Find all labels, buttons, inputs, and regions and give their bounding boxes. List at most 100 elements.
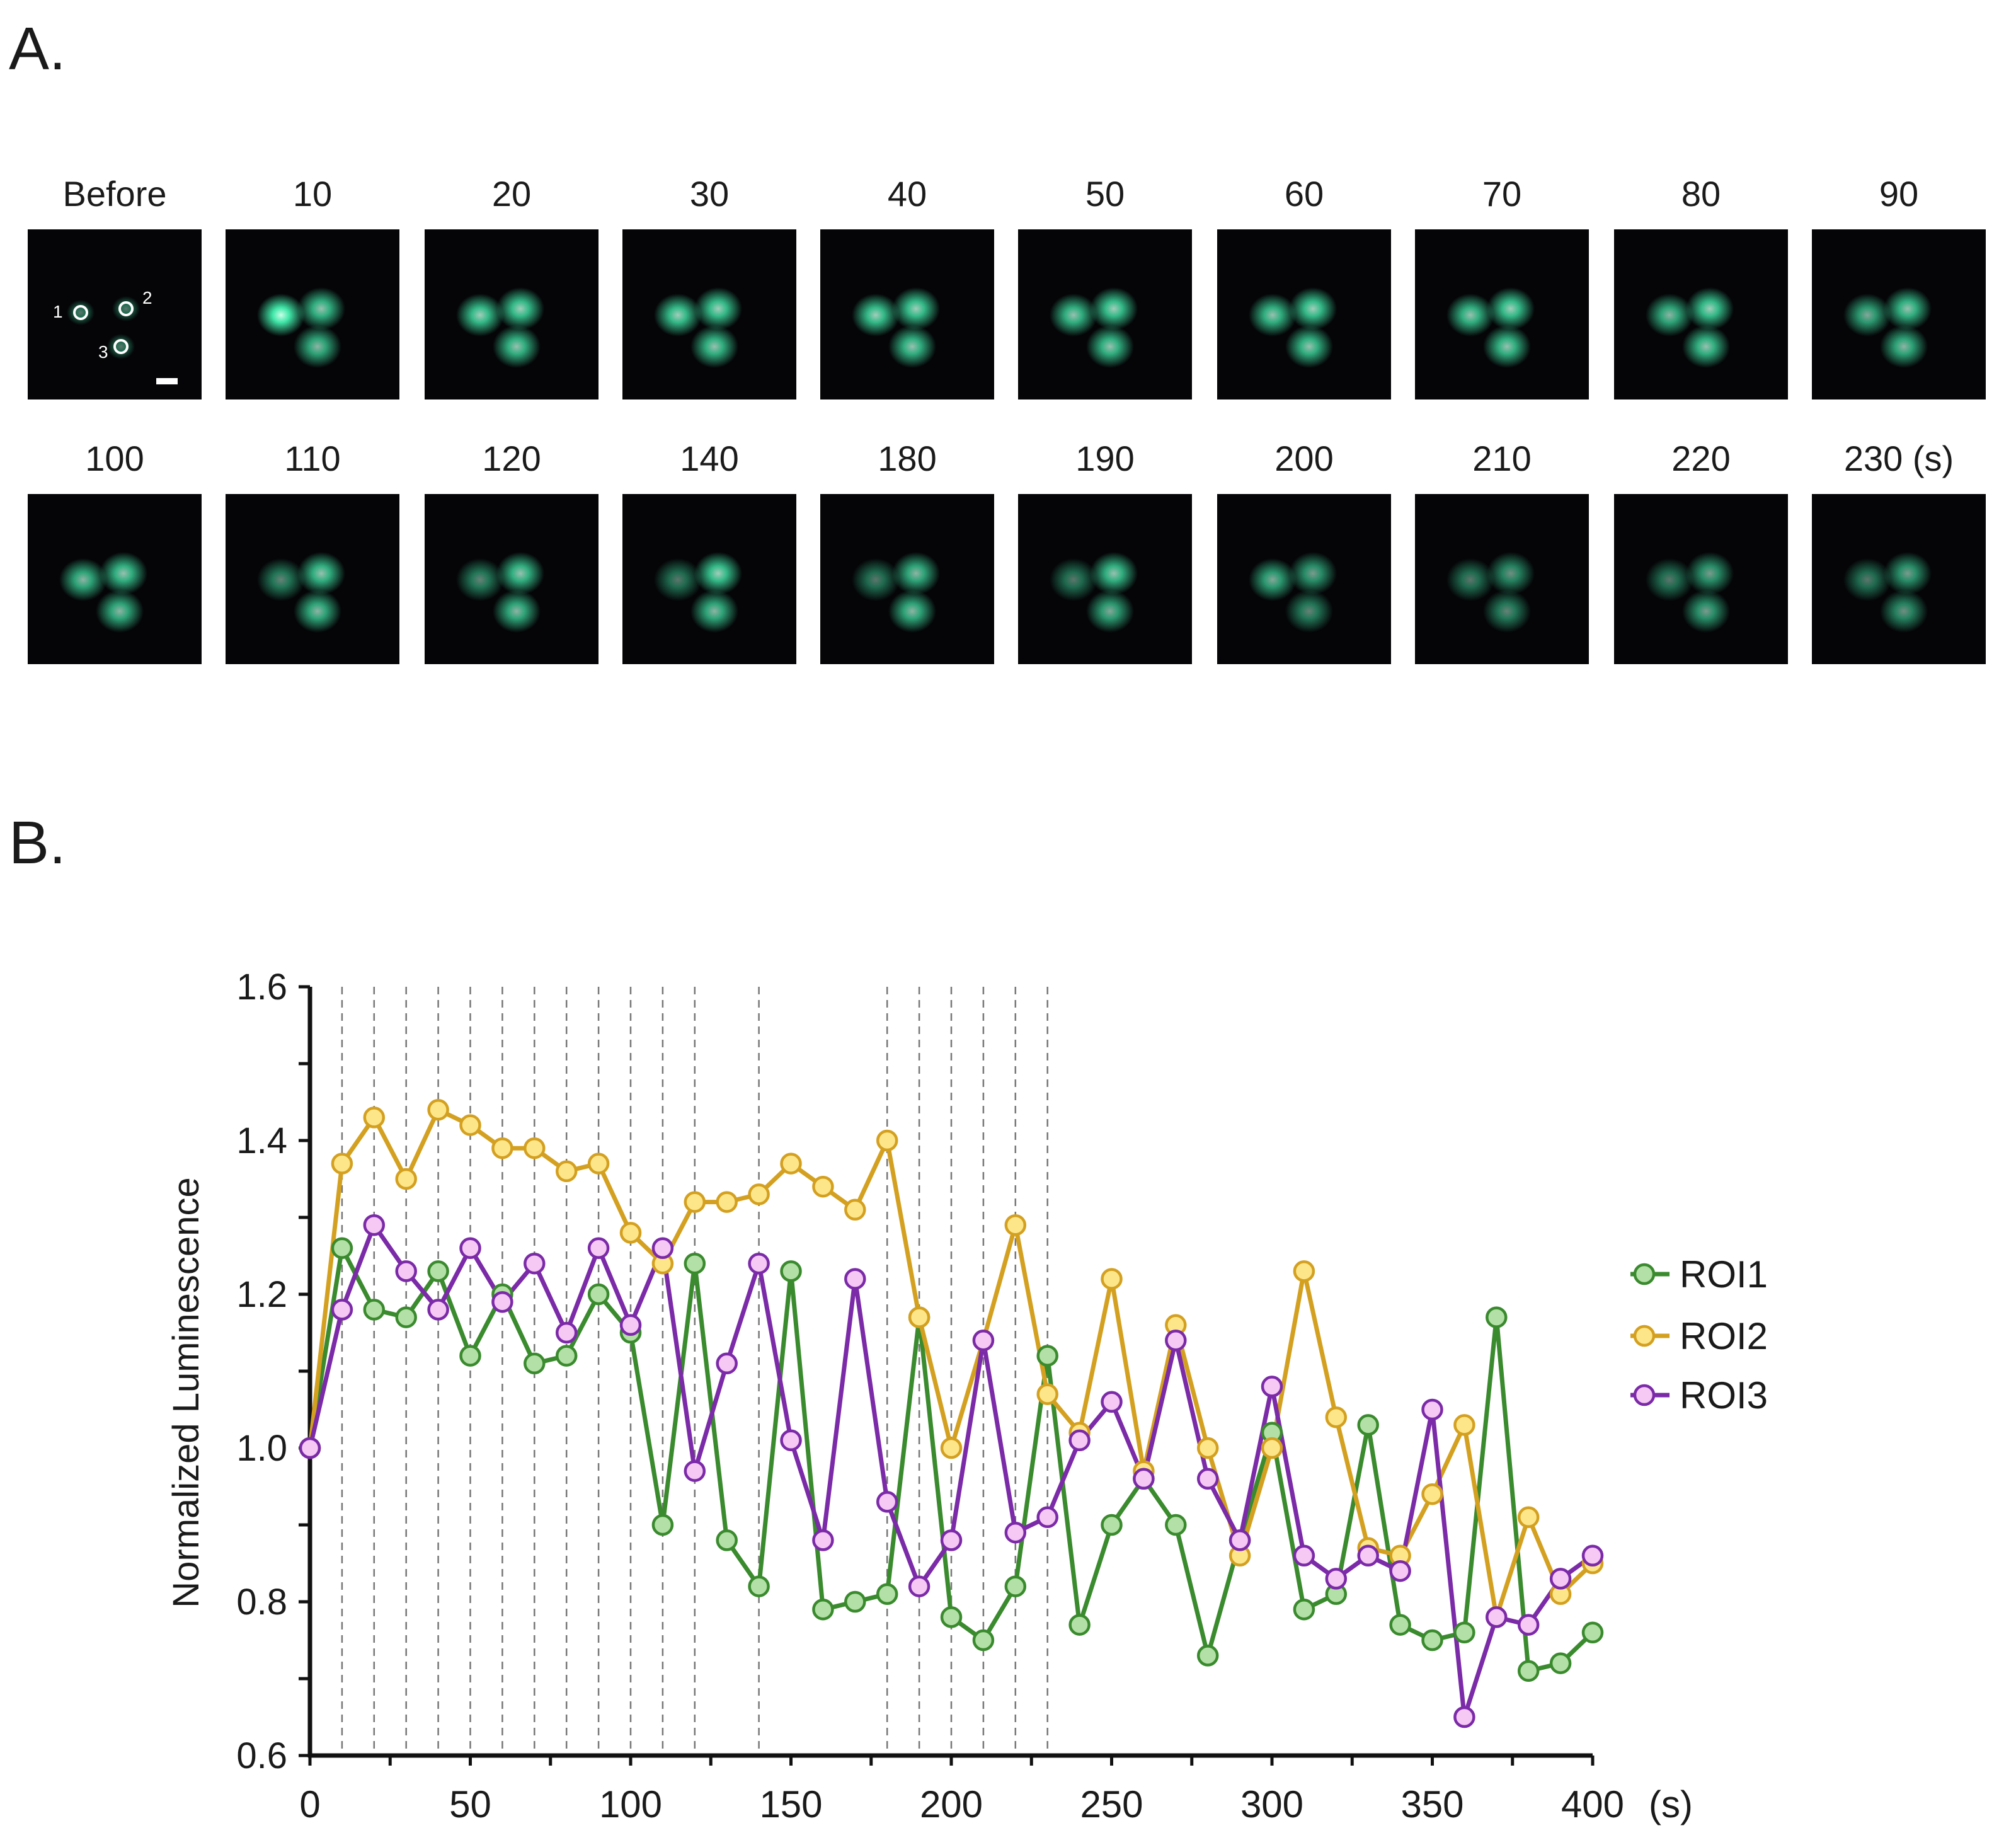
x-tick-label: 50: [449, 1783, 491, 1825]
point-roi3-320: [1325, 1568, 1348, 1590]
frame-time-label: 30: [689, 174, 730, 214]
point-roi2-200: [940, 1437, 963, 1459]
frame-time-label: 220: [1671, 439, 1731, 478]
fluorescence-image: [1614, 229, 1788, 399]
cell-spot-3: [690, 325, 738, 368]
point-roi2-40: [427, 1098, 449, 1121]
point-roi1-310: [1293, 1598, 1315, 1621]
frame-time-label: 40: [887, 174, 927, 214]
point-roi3-10: [331, 1299, 353, 1321]
point-roi3-110: [651, 1237, 674, 1260]
point-roi2-90: [587, 1152, 610, 1175]
frame-time-label: 60: [1284, 174, 1324, 214]
point-roi1-370: [1486, 1306, 1508, 1328]
roi-circle-1: [73, 305, 88, 320]
point-roi2-130: [716, 1191, 738, 1213]
point-roi2-170: [844, 1198, 866, 1221]
point-roi3-20: [363, 1214, 386, 1236]
point-roi3-0: [299, 1437, 321, 1459]
fluorescence-image: [425, 229, 598, 399]
cell-spot-3: [294, 325, 341, 368]
point-roi3-360: [1453, 1706, 1475, 1728]
frame-time-label: 180: [878, 439, 937, 478]
point-roi2-280: [1196, 1437, 1219, 1459]
point-roi1-80: [555, 1345, 578, 1367]
point-roi3-130: [716, 1352, 738, 1375]
point-roi1-390: [1549, 1652, 1572, 1674]
point-roi2-80: [555, 1160, 578, 1183]
fluorescence-image: [820, 229, 994, 399]
y-tick-label: 0.8: [236, 1582, 287, 1623]
fluorescence-image: [1415, 229, 1589, 399]
legend-marker-roi3: [1633, 1384, 1656, 1406]
frame-time-label: 50: [1085, 174, 1125, 214]
fluorescence-image: [1614, 494, 1788, 664]
frame-time-label: 80: [1681, 174, 1721, 214]
point-roi2-20: [363, 1106, 386, 1129]
frame-time-label: Before: [62, 174, 167, 214]
panel-label-b: B.: [9, 809, 66, 877]
frame-time-label: 190: [1075, 439, 1135, 478]
y-tick-label: 1.6: [236, 967, 287, 1008]
cell-spot-2: [1487, 552, 1535, 595]
fluorescence-image: [425, 494, 598, 664]
point-roi3-50: [459, 1237, 481, 1260]
fluorescence-image: [1812, 494, 1986, 664]
fluorescence-image: 1 2 3: [28, 229, 202, 399]
series-points: [299, 1098, 1604, 1728]
image-sequence-row-1: Before 1 2 3 10 20 30 40 50 60 70 80 90: [0, 176, 2016, 441]
fluorescence-image: [1018, 494, 1192, 664]
roi-circle-3: [113, 339, 129, 354]
cell-spot-2: [1289, 287, 1337, 330]
point-roi3-220: [1004, 1521, 1027, 1544]
y-axis-label: Normalized Luminescence: [166, 1177, 207, 1607]
point-roi1-230: [1036, 1345, 1058, 1367]
cell-spot-1: [1446, 558, 1494, 601]
point-roi3-370: [1486, 1606, 1508, 1628]
fluorescence-image: [28, 494, 202, 664]
cell-spot-3: [690, 590, 738, 633]
point-roi1-140: [748, 1575, 770, 1597]
point-roi1-130: [716, 1529, 738, 1551]
point-roi3-120: [684, 1460, 706, 1482]
cell-spot-2: [1090, 552, 1138, 595]
cell-spot-3: [1682, 590, 1730, 633]
point-roi3-150: [780, 1429, 802, 1452]
point-roi3-270: [1165, 1329, 1187, 1352]
legend-marker-roi2: [1633, 1325, 1656, 1347]
chart-axes: [299, 985, 1595, 1766]
cell-spot-2: [694, 552, 742, 595]
point-roi3-190: [908, 1575, 931, 1597]
cell-spot-1: [456, 558, 504, 601]
point-roi1-220: [1004, 1575, 1027, 1597]
roi-number-2: 2: [142, 288, 152, 308]
point-roi1-200: [940, 1606, 963, 1628]
point-roi3-300: [1261, 1376, 1283, 1398]
point-roi2-190: [908, 1306, 931, 1328]
cell-spot-1: [456, 294, 504, 336]
point-roi3-240: [1068, 1429, 1091, 1452]
point-roi1-90: [587, 1283, 610, 1306]
point-roi3-230: [1036, 1506, 1058, 1529]
legend-label-roi2: ROI2: [1680, 1315, 1768, 1357]
point-roi3-90: [587, 1237, 610, 1260]
cell-spot-3: [493, 590, 541, 633]
frame-time-label: 110: [284, 439, 341, 478]
scale-bar: [156, 378, 178, 384]
cell-spot-3: [96, 590, 144, 633]
point-roi2-50: [459, 1114, 481, 1136]
point-roi3-260: [1133, 1468, 1155, 1490]
cell-spot-3: [1285, 590, 1333, 633]
cell-spot-1: [852, 294, 900, 336]
fluorescence-image: [820, 494, 994, 664]
fluorescence-image: [226, 494, 399, 664]
cell-spot-2: [1090, 287, 1138, 330]
cell-spot-3: [1682, 325, 1730, 368]
cell-spot-2: [892, 287, 940, 330]
point-roi3-290: [1228, 1529, 1251, 1551]
point-roi1-380: [1517, 1660, 1540, 1682]
point-roi3-170: [844, 1268, 866, 1290]
fluorescence-image: [622, 229, 796, 399]
point-roi3-400: [1581, 1544, 1604, 1567]
point-roi2-220: [1004, 1214, 1027, 1236]
